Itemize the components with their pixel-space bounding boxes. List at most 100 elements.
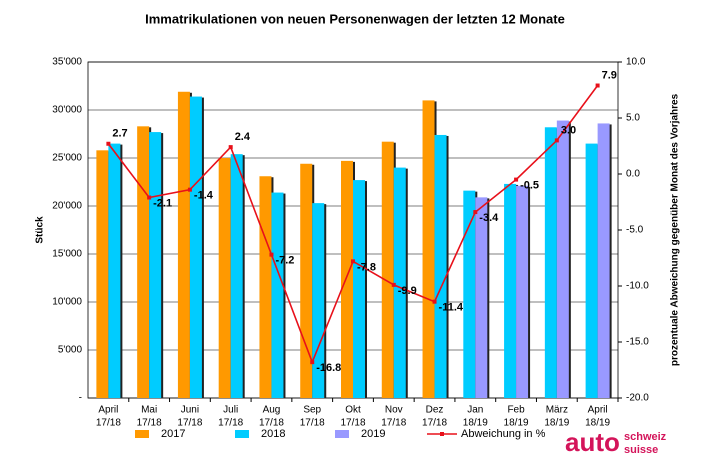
data-label: -2.1 xyxy=(153,197,172,209)
data-label: -7.2 xyxy=(275,255,294,267)
data-label: -16.8 xyxy=(316,362,341,374)
x-tick-label: 17/18 xyxy=(137,418,162,429)
y-axis-title: Stück xyxy=(35,216,46,244)
y2-tick-label: -5.0 xyxy=(626,225,644,236)
bar xyxy=(475,197,488,398)
y2-tick-label: -10.0 xyxy=(626,281,649,292)
marker xyxy=(514,177,519,182)
x-tick-label: 17/18 xyxy=(300,418,325,429)
marker xyxy=(187,187,192,192)
legend-swatch xyxy=(335,430,349,438)
bar xyxy=(341,160,353,398)
bar xyxy=(108,143,121,398)
legend-marker xyxy=(440,432,444,436)
marker xyxy=(554,138,559,143)
marker xyxy=(310,360,315,365)
x-tick-label: 17/18 xyxy=(218,418,243,429)
data-label: -11.4 xyxy=(439,302,464,314)
x-tick-label: Sep xyxy=(303,405,321,416)
x-tick-label: April xyxy=(588,405,608,416)
logo-line: suisse xyxy=(624,444,658,456)
data-label: 3.0 xyxy=(561,124,576,136)
bar xyxy=(463,190,476,398)
bar xyxy=(434,134,447,398)
marker xyxy=(391,282,396,287)
bar xyxy=(516,185,529,398)
marker xyxy=(351,259,355,264)
y2-tick-label: 10.0 xyxy=(626,57,646,68)
marker xyxy=(106,141,111,146)
bar xyxy=(504,183,517,398)
bar xyxy=(393,167,406,398)
x-tick-label: 17/18 xyxy=(259,418,284,429)
y-tick-label: 35'000 xyxy=(52,57,82,68)
bar xyxy=(312,203,325,398)
data-label: -0.5 xyxy=(520,180,539,192)
y2-tick-label: 5.0 xyxy=(626,113,640,124)
marker xyxy=(147,195,152,200)
y2-tick-label: -15.0 xyxy=(626,337,649,348)
marker xyxy=(473,210,478,215)
data-label: -3.4 xyxy=(479,212,499,224)
legend-label: Abweichung in % xyxy=(461,428,546,440)
y-tick-label: 25'000 xyxy=(52,153,82,164)
bar xyxy=(149,132,162,398)
legend-label: 2017 xyxy=(161,428,185,440)
bar xyxy=(137,126,150,398)
bar xyxy=(218,158,231,398)
x-tick-label: 17/18 xyxy=(422,418,447,429)
y-tick-label: 20'000 xyxy=(52,201,82,212)
x-tick-label: Juni xyxy=(181,405,199,416)
y-tick-label: 15'000 xyxy=(52,249,82,260)
y2-tick-label: -20.0 xyxy=(626,393,649,404)
data-label: -7.8 xyxy=(357,261,376,273)
x-tick-label: 17/18 xyxy=(340,418,365,429)
x-tick-label: 17/18 xyxy=(177,418,202,429)
bar xyxy=(556,120,569,398)
y-tick-label: - xyxy=(79,393,82,404)
bar xyxy=(381,141,394,398)
y-tick-label: 10'000 xyxy=(52,297,82,308)
bar xyxy=(544,127,557,398)
x-tick-label: 18/19 xyxy=(544,418,569,429)
x-tick-label: Mai xyxy=(141,405,157,416)
bar xyxy=(422,100,435,399)
bar xyxy=(177,91,190,398)
data-label: 2.7 xyxy=(112,128,127,140)
x-tick-label: April xyxy=(98,405,118,416)
chart-title: Immatrikulationen von neuen Personenwage… xyxy=(145,11,565,26)
x-tick-label: Aug xyxy=(263,405,281,416)
x-tick-label: Okt xyxy=(345,405,361,416)
x-tick-label: Nov xyxy=(385,405,403,416)
marker xyxy=(595,83,600,88)
x-tick-label: März xyxy=(546,405,568,416)
x-tick-label: 18/19 xyxy=(463,418,488,429)
x-tick-label: 18/19 xyxy=(504,418,529,429)
legend-label: 2018 xyxy=(261,428,285,440)
bar xyxy=(96,150,109,398)
legend-swatch xyxy=(135,430,149,438)
data-label: 7.9 xyxy=(602,69,617,81)
bar xyxy=(585,143,598,398)
logo-line: schweiz xyxy=(624,431,667,443)
x-tick-label: Jan xyxy=(467,405,483,416)
bar xyxy=(271,192,284,398)
bar xyxy=(230,154,243,398)
legend-label: 2019 xyxy=(361,428,385,440)
y-tick-label: 5'000 xyxy=(58,345,83,356)
bar xyxy=(259,176,272,398)
x-tick-label: Dez xyxy=(426,405,444,416)
x-tick-label: 17/18 xyxy=(96,418,121,429)
marker xyxy=(432,299,437,304)
logo-brand: auto xyxy=(565,427,620,457)
data-label: 2.4 xyxy=(235,131,251,143)
x-tick-label: Feb xyxy=(507,405,525,416)
marker xyxy=(228,145,233,150)
bar xyxy=(597,123,610,398)
marker xyxy=(269,252,274,257)
x-tick-label: 17/18 xyxy=(381,418,406,429)
bar xyxy=(189,96,202,398)
data-label: -9.9 xyxy=(398,285,417,297)
x-tick-label: Juli xyxy=(223,405,238,416)
